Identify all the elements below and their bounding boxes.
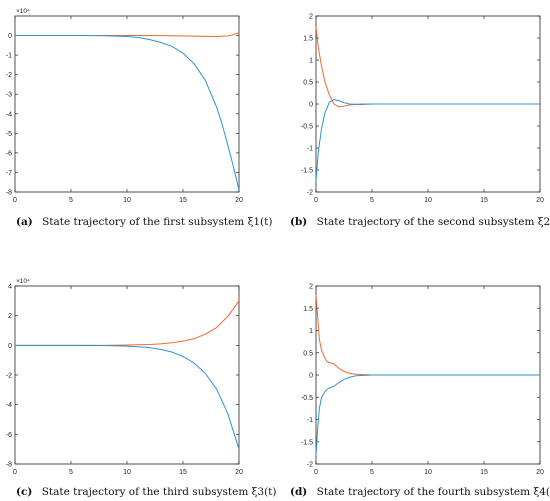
- y-tick-label: 0.5: [303, 350, 313, 357]
- x-tick-label: 20: [235, 469, 243, 476]
- y-tick-label: -7: [6, 170, 12, 177]
- y-tick-label: -2: [6, 373, 12, 380]
- x-tick-label: 10: [424, 469, 432, 476]
- caption-text: State trajectory of the third subsystem …: [42, 486, 277, 498]
- caption-text: State trajectory of the first subsystem …: [42, 216, 272, 228]
- series-line-2: [15, 35, 240, 191]
- x-tick-label: 15: [480, 469, 488, 476]
- y-tick-label: -5: [6, 131, 12, 138]
- caption-tag: (b): [290, 216, 307, 228]
- y-tick-label: -8: [6, 190, 12, 197]
- caption-a: (a) State trajectory of the first subsys…: [16, 216, 272, 228]
- y-tick-label: -2: [307, 462, 313, 469]
- y-tick-label: 2: [309, 284, 313, 291]
- x-tick-label: 15: [179, 469, 187, 476]
- caption-text: State trajectory of the second subsystem…: [317, 216, 550, 228]
- y-tick-label: -1: [307, 417, 313, 424]
- y-tick-label: -6: [6, 432, 12, 439]
- y-tick-label: -1: [6, 53, 12, 60]
- x-tick-label: 20: [536, 197, 544, 204]
- series-line-2: [315, 99, 540, 182]
- y-tick-label: 2: [8, 313, 12, 320]
- y-tick-label: 1.5: [303, 306, 313, 313]
- x-tick-label: 0: [13, 197, 17, 204]
- plot-frame: [14, 285, 240, 465]
- panel-c: 0 5 10 15 20 -8 -6 -4 -2 0 2 4 ×10⁴: [6, 278, 243, 476]
- y-axis-exponent: ×10⁴: [16, 8, 30, 15]
- x-tick-label: 5: [69, 469, 73, 476]
- y-tick-label: -1.5: [301, 168, 313, 175]
- y-tick-label: -4: [6, 402, 12, 409]
- y-tick-label: -1: [307, 146, 313, 153]
- y-tick-label: -8: [6, 462, 12, 469]
- y-tick-label: -0.5: [301, 124, 313, 131]
- y-tick-label: 1.5: [303, 36, 313, 43]
- y-tick-label: 1: [309, 58, 313, 65]
- x-tick-label: 20: [235, 197, 243, 204]
- x-tick-label: 10: [123, 197, 131, 204]
- x-tick-label: 0: [314, 197, 318, 204]
- y-tick-label: -4: [6, 111, 12, 118]
- x-tick-label: 5: [370, 469, 374, 476]
- y-tick-label: -2: [6, 72, 12, 79]
- y-tick-label: 0.5: [303, 80, 313, 87]
- caption-b: (b) State trajectory of the second subsy…: [290, 216, 550, 228]
- y-tick-label: 0: [309, 102, 313, 109]
- y-tick-label: -0.5: [301, 395, 313, 402]
- x-tick-label: 15: [179, 197, 187, 204]
- caption-tag: (c): [16, 486, 32, 498]
- caption-tag: (d): [290, 486, 307, 498]
- x-tick-label: 5: [69, 197, 73, 204]
- y-tick-label: 2: [309, 14, 313, 21]
- x-tick-label: 0: [13, 469, 17, 476]
- y-tick-label: 1: [309, 328, 313, 335]
- caption-d: (d) State trajectory of the fourth subsy…: [290, 486, 550, 498]
- y-tick-label: -1.5: [301, 439, 313, 446]
- panel-b: 0 5 10 15 20 -2 -1.5 -1 -0.5 0 0.5 1 1.5 2: [301, 14, 544, 205]
- series-line-2: [15, 344, 240, 450]
- y-tick-label: 4: [8, 284, 12, 291]
- y-tick-label: 0: [8, 343, 12, 350]
- y-tick-label: -6: [6, 150, 12, 157]
- caption-text: State trajectory of the fourth subsystem…: [317, 486, 550, 498]
- y-tick-label: 0: [309, 373, 313, 380]
- caption-c: (c) State trajectory of the third subsys…: [16, 486, 277, 498]
- y-tick-label: -3: [6, 92, 12, 99]
- x-tick-label: 0: [314, 469, 318, 476]
- x-tick-label: 10: [424, 197, 432, 204]
- series-line-2: [315, 374, 540, 456]
- panel-a: 0 5 10 15 20 -8 -7 -6 -5 -4 -3 -2 -1 0 ×10⁴: [6, 8, 243, 204]
- y-tick-label: 0: [8, 33, 12, 40]
- plot-frame: [14, 15, 240, 193]
- y-tick-label: -2: [307, 190, 313, 197]
- panel-d: 0 5 10 15 20 -2 -1.5 -1 -0.5 0 0.5 1 1.5 2: [301, 284, 544, 477]
- y-axis-exponent: ×10⁴: [16, 278, 30, 285]
- x-tick-label: 20: [536, 469, 544, 476]
- x-tick-label: 5: [370, 197, 374, 204]
- caption-tag: (a): [16, 216, 33, 228]
- x-tick-label: 10: [123, 469, 131, 476]
- x-tick-label: 15: [480, 197, 488, 204]
